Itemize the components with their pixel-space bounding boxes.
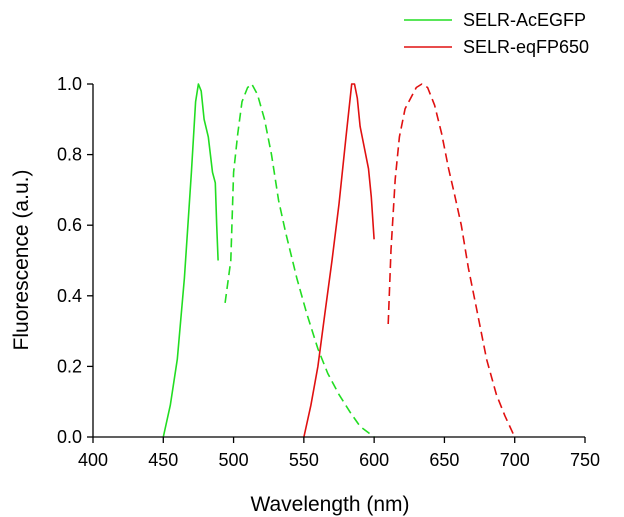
x-tick-label: 500 — [219, 450, 249, 470]
x-tick-label: 600 — [359, 450, 389, 470]
y-tick-label: 0.0 — [57, 427, 82, 447]
y-tick-label: 0.8 — [57, 145, 82, 165]
x-tick-label: 400 — [78, 450, 108, 470]
y-tick-label: 0.6 — [57, 215, 82, 235]
y-axis-title: Fluorescence (a.u.) — [10, 170, 33, 351]
x-axis-title: Wavelength (nm) — [250, 493, 409, 516]
x-axis-ticks: 400 450 500 550 600 650 700 750 — [78, 437, 600, 470]
selr-acegfp-emission-line — [224, 83, 375, 438]
legend-label-acegfp: SELR-AcEGFP — [463, 10, 586, 30]
x-tick-label: 700 — [500, 450, 530, 470]
y-tick-label: 0.2 — [57, 356, 82, 376]
y-tick-label: 0.4 — [57, 286, 82, 306]
plot-lines — [162, 83, 516, 438]
x-tick-label: 550 — [289, 450, 319, 470]
selr-eqfp650-excitation-line — [303, 83, 375, 438]
y-axis-ticks: 0.0 0.2 0.4 0.6 0.8 1.0 — [57, 74, 93, 447]
selr-eqfp650-emission-line — [387, 83, 516, 438]
x-tick-label: 650 — [429, 450, 459, 470]
x-tick-label: 450 — [148, 450, 178, 470]
legend-label-eqfp650: SELR-eqFP650 — [463, 37, 589, 57]
legend: SELR-AcEGFP SELR-eqFP650 — [404, 10, 589, 57]
axes — [92, 84, 585, 438]
y-tick-label: 1.0 — [57, 74, 82, 94]
selr-acegfp-excitation-line — [162, 83, 219, 438]
x-tick-label: 750 — [570, 450, 600, 470]
